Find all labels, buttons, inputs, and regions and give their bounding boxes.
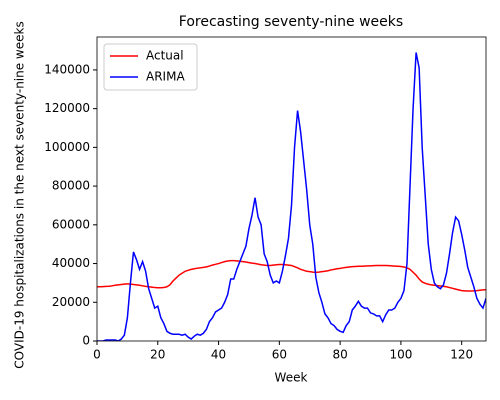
y-tick-label: 140000 — [44, 62, 90, 76]
x-tick-label: 40 — [211, 348, 226, 362]
x-tick-label: 0 — [93, 348, 101, 362]
line-series — [97, 52, 486, 341]
x-tick-label: 100 — [389, 348, 412, 362]
y-tick-label: 0 — [82, 334, 90, 348]
line-series — [97, 259, 486, 292]
x-tick-label: 20 — [150, 348, 165, 362]
y-axis-label: COVID-19 hospitalizations in the next se… — [13, 21, 27, 368]
chart-title: Forecasting seventy-nine weeks — [179, 14, 403, 30]
legend-label: ARIMA — [146, 70, 185, 84]
y-tick-label: 40000 — [52, 256, 90, 270]
y-tick-label: 100000 — [44, 140, 90, 154]
y-tick-label: 80000 — [52, 179, 90, 193]
plot-frame — [96, 36, 487, 342]
x-tick-label: 80 — [332, 348, 347, 362]
x-axis-label: Week — [275, 371, 308, 385]
y-tick-label: 120000 — [44, 101, 90, 115]
x-tick-label: 60 — [272, 348, 287, 362]
x-tick-label: 120 — [450, 348, 473, 362]
y-tick-label: 60000 — [52, 217, 90, 231]
y-tick-label: 20000 — [52, 295, 90, 309]
legend-label: Actual — [146, 49, 184, 63]
